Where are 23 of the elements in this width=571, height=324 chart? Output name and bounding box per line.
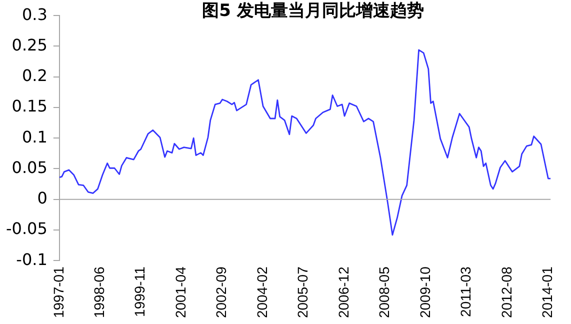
y-tick-label: 0.05: [12, 158, 48, 177]
x-tick-label: 1997-01: [50, 266, 66, 318]
x-tick-label: 2005-07: [294, 266, 311, 318]
y-tick-label: 0.1: [22, 127, 48, 146]
chart-title: 图5 发电量当月同比增速趋势: [202, 0, 424, 21]
y-tick-label: -0.1: [16, 250, 48, 269]
x-tick-label: 2006-12: [335, 266, 352, 318]
x-tick-label: 2014-01: [539, 266, 556, 318]
x-tick-label: 2011-03: [458, 266, 474, 317]
x-tick-label: 2002-09: [213, 266, 230, 318]
y-tick-label: 0.25: [12, 35, 48, 54]
y-tick-label: -0.05: [6, 219, 48, 238]
x-tick-label: 2009-10: [416, 266, 433, 318]
x-tick-label: 1998-06: [90, 266, 107, 318]
y-tick-label: 0.2: [22, 66, 48, 86]
x-tick-label: 2004-02: [254, 266, 270, 318]
y-tick-label: 0.15: [12, 96, 48, 116]
y-tick-label: 0.3: [22, 4, 48, 24]
x-tick-label: 2012-08: [498, 266, 514, 318]
x-tick-label: 1999-11: [132, 266, 148, 317]
x-tick-label: 2008-05: [376, 266, 392, 318]
y-tick-label: 0: [37, 188, 48, 208]
x-tick-label: 2001-04: [172, 266, 188, 318]
